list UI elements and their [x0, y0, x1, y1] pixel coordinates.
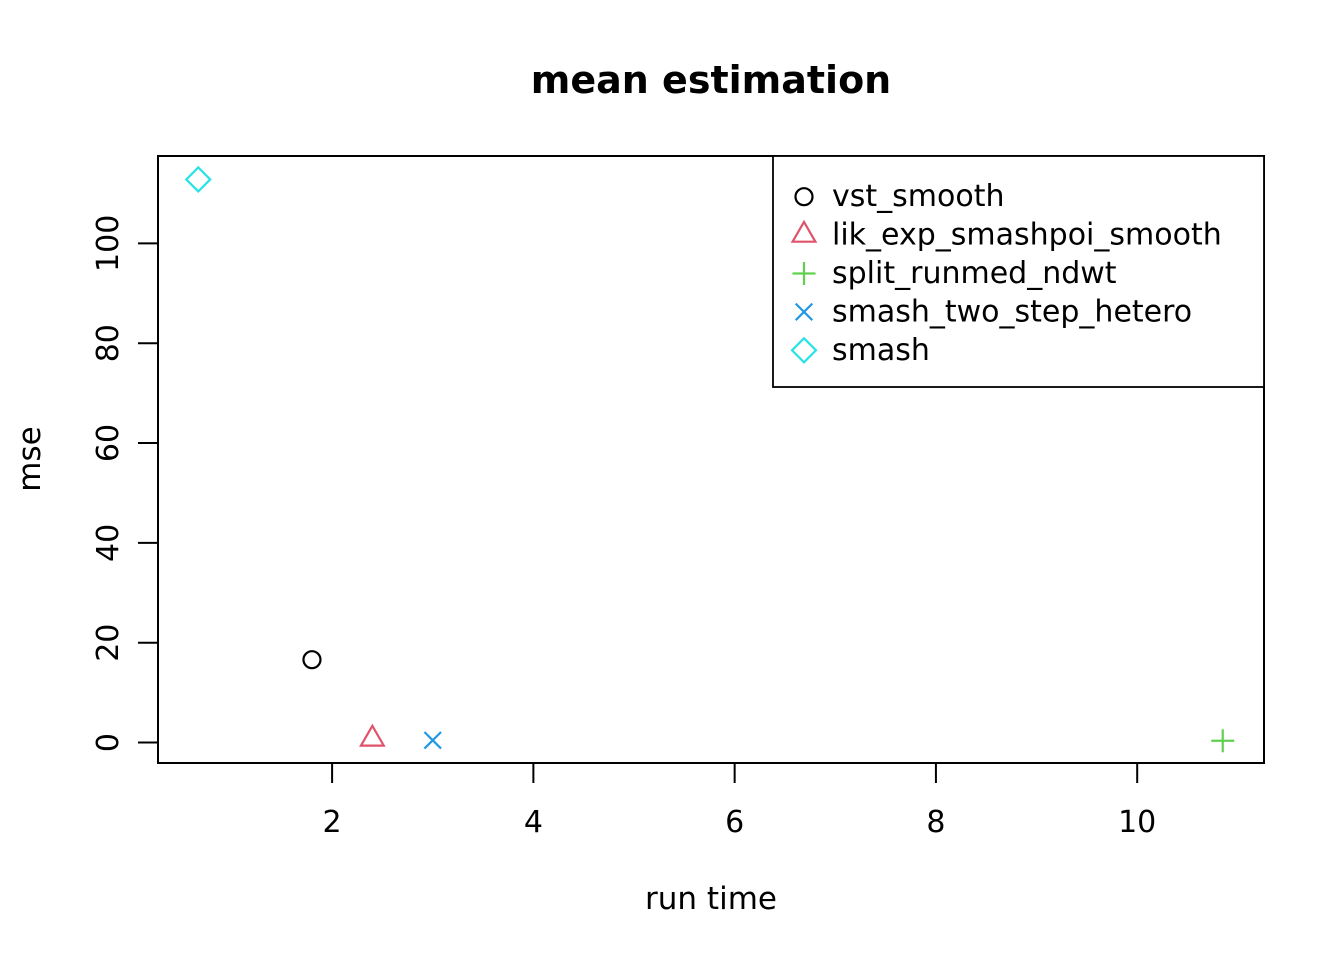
legend-label: split_runmed_ndwt: [832, 256, 1117, 291]
legend-item: vst_smooth: [794, 179, 1005, 214]
legend-box: [772, 155, 1265, 388]
series-smash_two_step_hetero: [423, 731, 442, 750]
x-tick-label: 4: [524, 805, 543, 840]
x-tick-label: 2: [323, 805, 342, 840]
legend-label: lik_exp_smashpoi_smooth: [832, 218, 1222, 253]
triangle-marker: [790, 219, 818, 243]
circle-marker: [302, 650, 322, 670]
x-tick-label: 10: [1118, 805, 1156, 840]
plot-box: [157, 155, 1265, 764]
x-axis-label: run time: [645, 881, 777, 917]
y-tick-label: 0: [91, 733, 126, 752]
legend-item: smash: [790, 333, 930, 368]
circle-marker: [794, 187, 814, 207]
series-split_runmed_ndwt: [1211, 729, 1235, 753]
diamond-marker: [184, 165, 212, 194]
y-axis-label: mse: [12, 426, 48, 491]
legend-label: vst_smooth: [832, 179, 1005, 214]
legend-item: smash_two_step_hetero: [794, 294, 1192, 329]
y-tick-label: 20: [91, 624, 126, 662]
legend-item: lik_exp_smashpoi_smooth: [790, 218, 1222, 253]
x-marker: [794, 302, 814, 321]
x-tick-label: 8: [926, 805, 945, 840]
triangle-marker: [359, 723, 386, 747]
legend-label: smash_two_step_hetero: [832, 294, 1192, 329]
legend-label: smash: [832, 333, 930, 368]
legend: vst_smooth lik_exp_smashpoi_smoothsplit_r…: [772, 155, 1265, 388]
diamond-marker: [790, 336, 818, 364]
x-marker: [423, 731, 442, 750]
data-points: [184, 165, 1235, 753]
y-tick-label: 40: [91, 524, 126, 562]
y-tick-label: 80: [91, 324, 126, 362]
x-axis-ticks: 2 4 6 8 10: [323, 763, 1156, 840]
y-tick-label: 60: [91, 424, 126, 462]
series-lik_exp_smashpoi_smooth: [359, 723, 386, 747]
series-smash: [184, 165, 212, 194]
y-axis-ticks: 0 20 40 60 80 100: [91, 215, 158, 752]
y-tick-label: 100: [91, 215, 126, 272]
chart-title: mean estimation: [531, 58, 891, 102]
series-vst_smooth: [302, 650, 322, 670]
x-tick-label: 6: [725, 805, 744, 840]
legend-item: split_runmed_ndwt: [792, 256, 1117, 291]
